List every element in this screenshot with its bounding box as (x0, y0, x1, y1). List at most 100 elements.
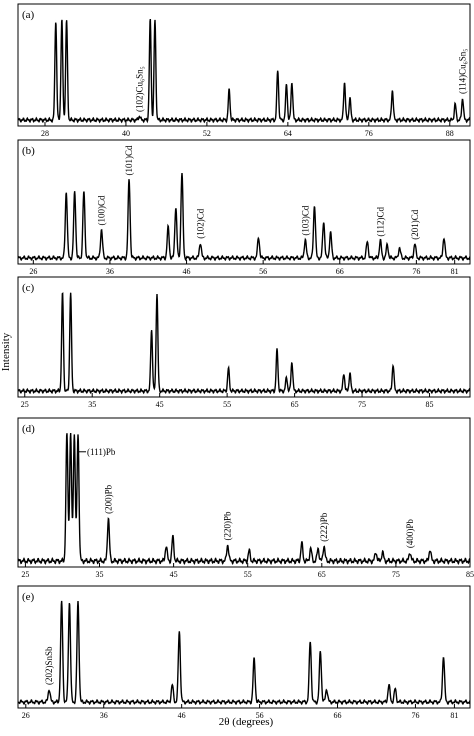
x-tick-label: 35 (88, 400, 96, 409)
x-tick-label: 56 (256, 711, 264, 720)
x-tick-label: 45 (156, 400, 164, 409)
peak-point (291, 81, 292, 82)
peak-point (388, 684, 389, 685)
peak-point (375, 552, 376, 553)
peak-annotation: (101)Cd (124, 145, 134, 175)
x-tick-label: 46 (178, 711, 186, 720)
peak-annotation: (202)SnSb (44, 646, 54, 685)
peak-point (228, 368, 229, 369)
x-tick-label: 85 (466, 570, 474, 579)
y-axis-label: Intensity (0, 332, 12, 371)
peak-point (49, 688, 50, 689)
peak-annotation: (222)Pb (319, 512, 329, 541)
x-tick-label: 81 (451, 267, 459, 276)
x-tick-label: 36 (100, 711, 108, 720)
x-tick-label: 88 (446, 129, 454, 138)
x-tick-label: 64 (284, 129, 292, 138)
peak-point (310, 548, 311, 549)
peak-point (166, 545, 167, 546)
peak-annotation: (201)Cd (410, 209, 420, 239)
peak-point (151, 329, 152, 330)
x-tick-label: 75 (392, 570, 400, 579)
peak-point (77, 433, 78, 434)
diffraction-trace (18, 433, 470, 566)
peak-point (330, 232, 331, 233)
peak-point (399, 247, 400, 248)
peak-point (443, 655, 444, 656)
peak-annotation: (100)Cd (97, 195, 107, 225)
peak-point (172, 536, 173, 537)
x-tick-label: 66 (334, 711, 342, 720)
peak-point (301, 543, 302, 544)
panel-label: (a) (22, 9, 35, 21)
peak-point (343, 373, 344, 374)
peak-point (276, 349, 277, 350)
x-tick-label: 65 (318, 570, 326, 579)
peak-point (462, 97, 463, 98)
panel-label: (e) (22, 591, 35, 603)
panel-frame (17, 3, 471, 127)
x-tick-label: 75 (358, 400, 366, 409)
peak-point (320, 650, 321, 651)
peak-annotation: (103)Cd (300, 205, 310, 235)
peak-point (409, 552, 410, 553)
peak-point (305, 239, 306, 240)
peak-annotation: (102)Cu₆Sn₅ (134, 66, 144, 112)
peak-point (150, 19, 151, 20)
panel-1: (b) 26 36 46 56 66 76 81 (100)Cd (101)Cd (102)Cd (1… (17, 139, 471, 276)
peak-point (314, 204, 315, 205)
peak-point (392, 364, 393, 365)
panel-label: (b) (22, 145, 35, 157)
x-tick-label: 25 (21, 400, 29, 409)
peak-point (392, 89, 393, 90)
peak-point (83, 191, 84, 192)
peak-point (323, 221, 324, 222)
peak-point (429, 549, 430, 550)
x-tick-label: 45 (170, 570, 178, 579)
panel-0: (a) 28 40 52 64 76 88 (102)Cu₆Sn₅ (114)Cu₆Sn₅ (17, 3, 471, 138)
x-tick-label: 52 (203, 129, 211, 138)
peak-point (55, 19, 56, 20)
peak-point (277, 69, 278, 70)
peak-annotation: (111)Pb (87, 447, 116, 457)
panel-frame (17, 139, 471, 265)
peak-point (227, 544, 228, 545)
peak-point (168, 227, 169, 228)
peak-point (172, 684, 173, 685)
x-tick-label: 56 (259, 267, 267, 276)
diffraction-trace (18, 18, 470, 124)
peak-point (108, 517, 109, 518)
x-tick-label: 35 (96, 570, 104, 579)
peak-point (249, 550, 250, 551)
x-tick-label: 28 (41, 129, 49, 138)
peak-point (101, 229, 102, 230)
x-tick-label: 40 (122, 129, 130, 138)
peak-point (258, 237, 259, 238)
x-tick-label: 46 (183, 267, 191, 276)
peak-point (175, 206, 176, 207)
peak-point (310, 640, 311, 641)
peak-point (382, 552, 383, 553)
peak-point (349, 97, 350, 98)
peak-point (317, 548, 318, 549)
peak-annotation: (114)Cu₆Sn₅ (458, 49, 468, 94)
x-tick-label: 25 (21, 570, 29, 579)
x-tick-label: 76 (365, 129, 373, 138)
x-tick-label: 26 (29, 267, 37, 276)
peak-point (66, 19, 67, 20)
peak-point (443, 237, 444, 238)
x-tick-label: 76 (412, 267, 420, 276)
peak-annotation: (200)Pb (103, 484, 113, 513)
panel-label: (c) (22, 282, 35, 294)
peak-point (395, 688, 396, 689)
panel-4: (e) 26 36 46 56 66 76 81 (202)SnSb (17, 585, 471, 720)
peak-annotation: (102)Cd (195, 208, 205, 238)
peak-point (455, 103, 456, 104)
peak-point (323, 545, 324, 546)
peak-point (229, 89, 230, 90)
x-tick-label: 36 (106, 267, 114, 276)
panel-2: (c) 25 35 45 55 65 75 85 (17, 276, 471, 409)
peak-point (286, 83, 287, 84)
